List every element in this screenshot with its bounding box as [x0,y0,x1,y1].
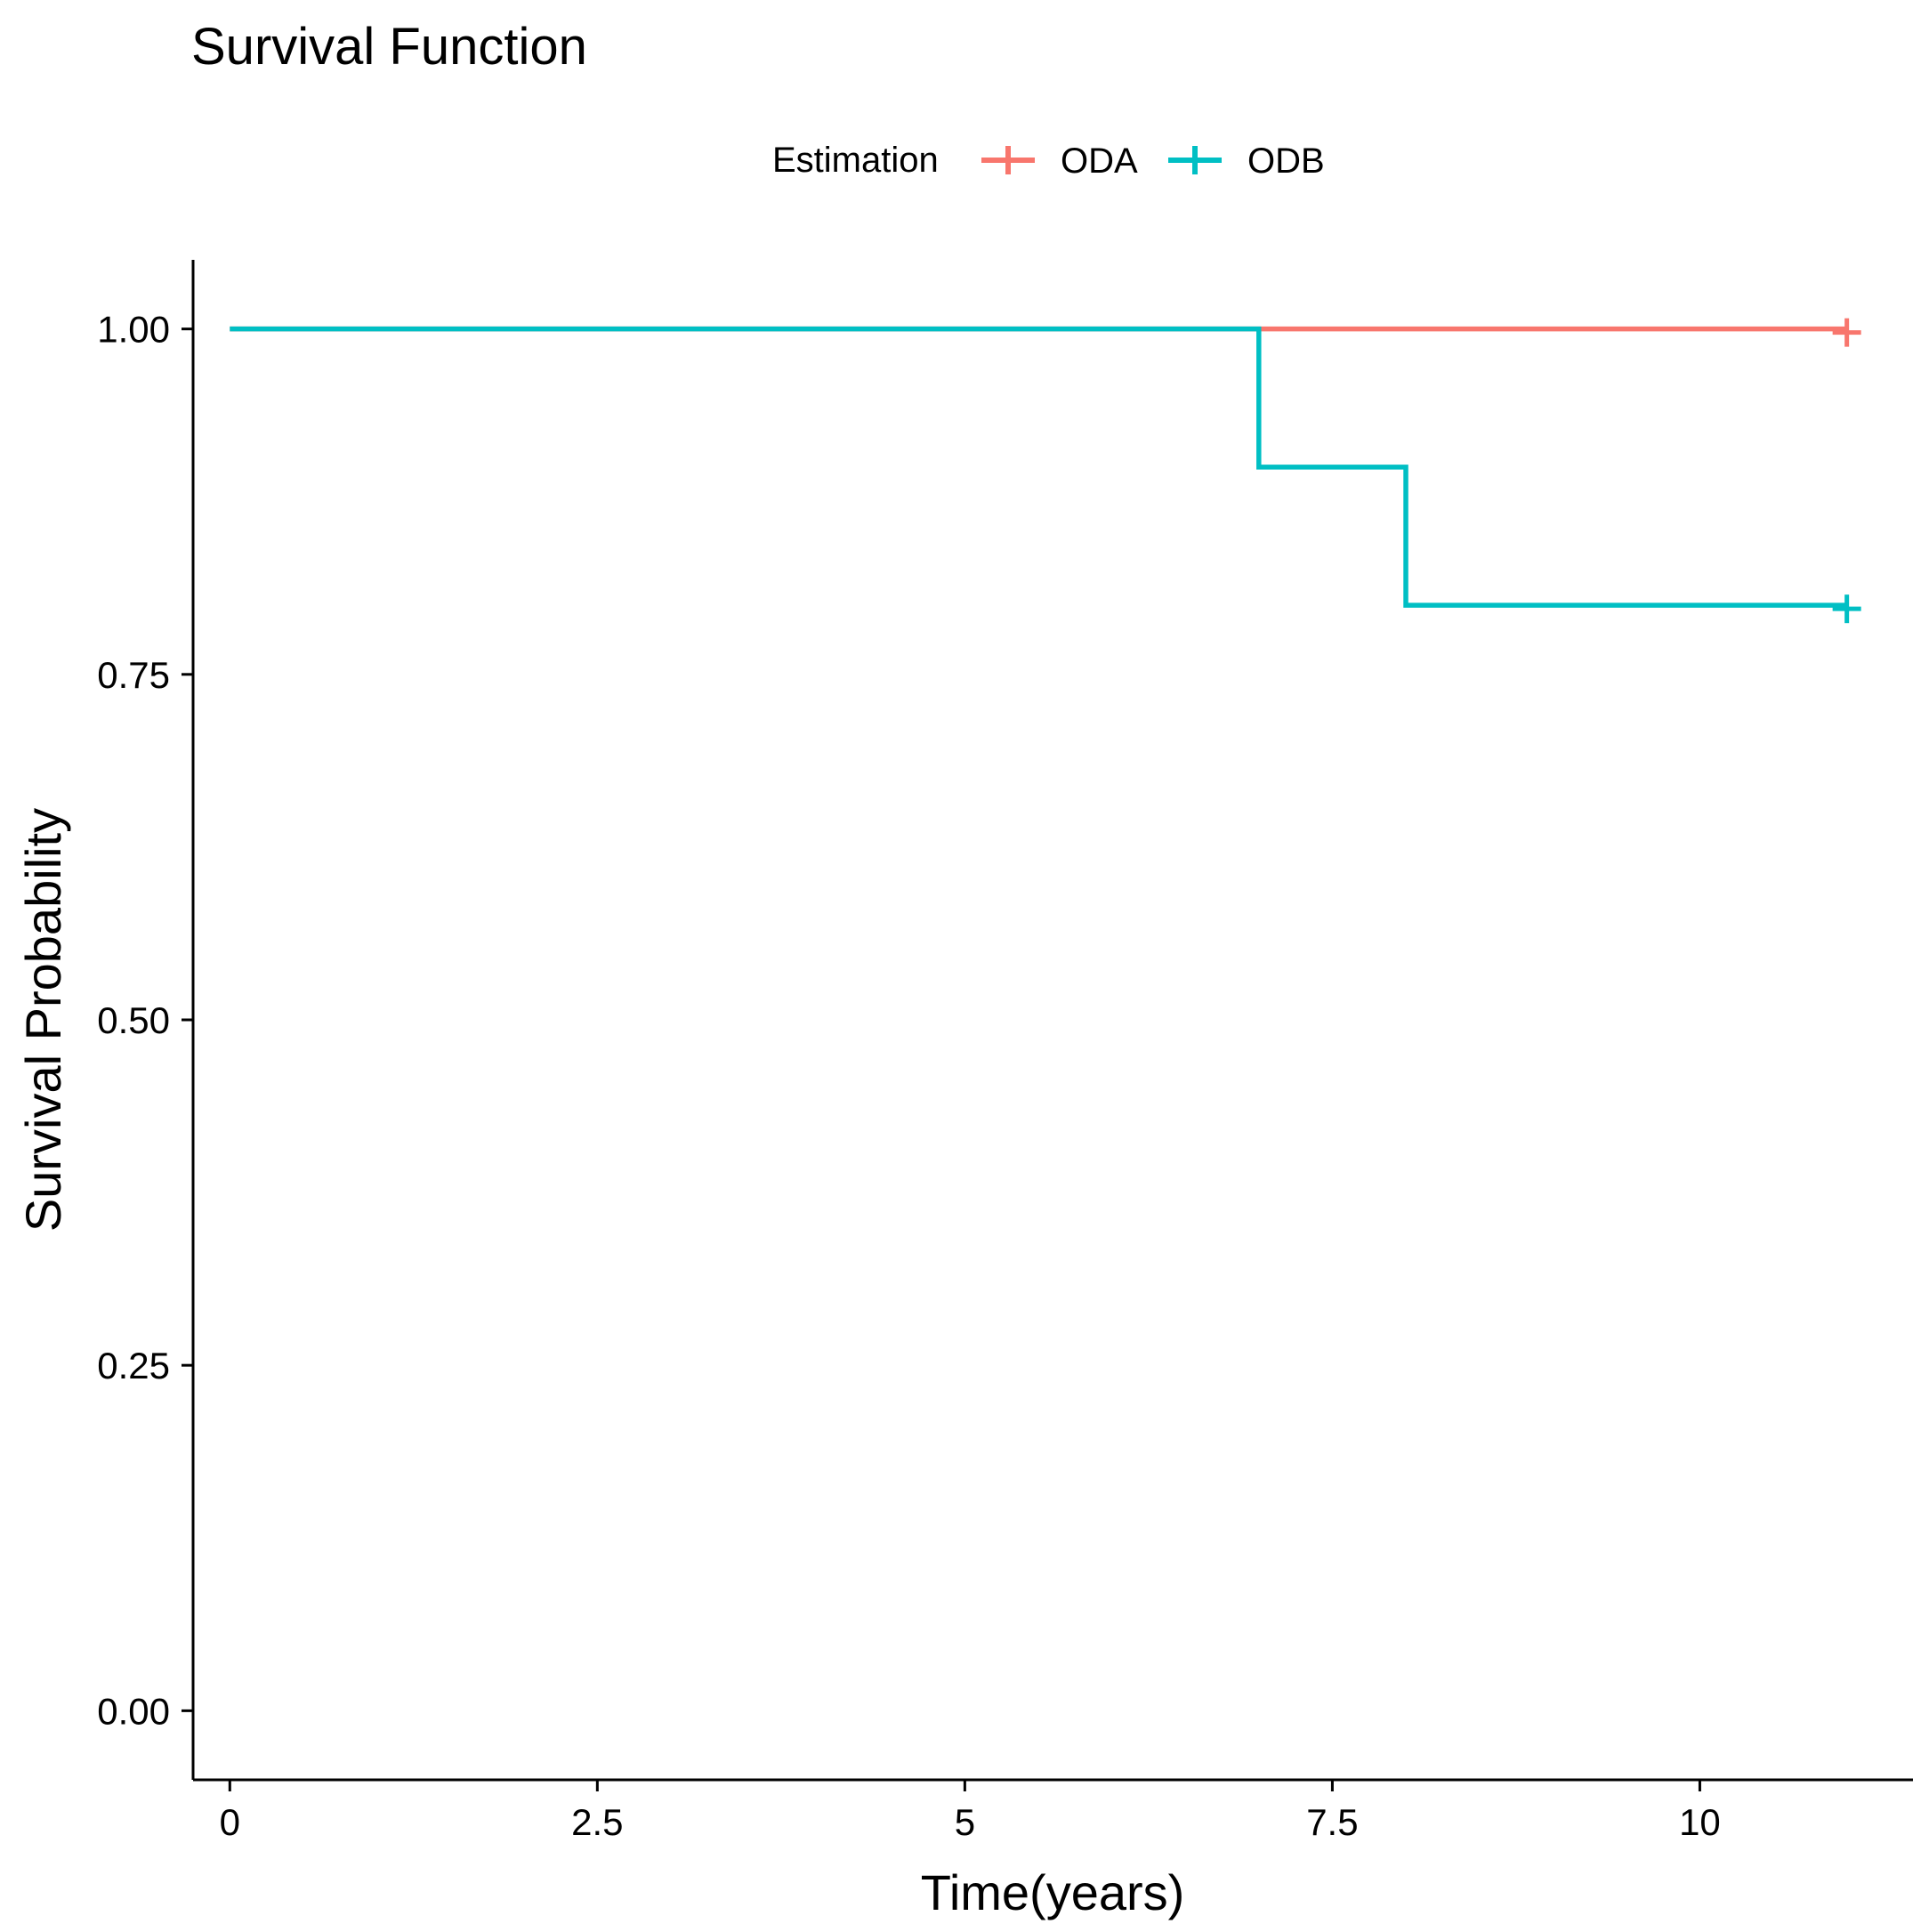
legend-label-odb: ODB [1247,141,1325,181]
x-axis-label: Time(years) [921,1864,1185,1920]
x-axis: 0 2.5 5 7.5 10 [193,1778,1913,1843]
series-line-odb [230,326,1847,608]
y-axis: 0.00 0.25 0.50 0.75 1.00 [97,260,195,1780]
y-tick-label: 0.75 [97,654,170,696]
x-tick-label: 2.5 [571,1801,623,1843]
plot-series [230,318,1861,624]
x-tick-label: 7.5 [1306,1801,1358,1843]
legend: Estimation ODA ODB [772,141,1325,181]
legend-label-oda: ODA [1061,141,1138,181]
x-tick-label: 5 [955,1801,975,1843]
y-axis-label: Survival Probability [15,808,71,1232]
y-tick-label: 0.00 [97,1690,170,1732]
x-tick-label: 0 [220,1801,240,1843]
legend-item-odb: ODB [1168,141,1325,181]
censor-mark-oda [1832,318,1861,347]
y-tick-label: 0.50 [97,999,170,1041]
censor-mark-odb [1832,594,1861,624]
y-tick-label: 0.25 [97,1345,170,1386]
legend-item-oda: ODA [981,141,1138,181]
x-tick-label: 10 [1679,1801,1721,1843]
legend-title: Estimation [772,141,939,180]
chart-title: Survival Function [191,18,587,76]
y-tick-label: 1.00 [97,309,170,351]
